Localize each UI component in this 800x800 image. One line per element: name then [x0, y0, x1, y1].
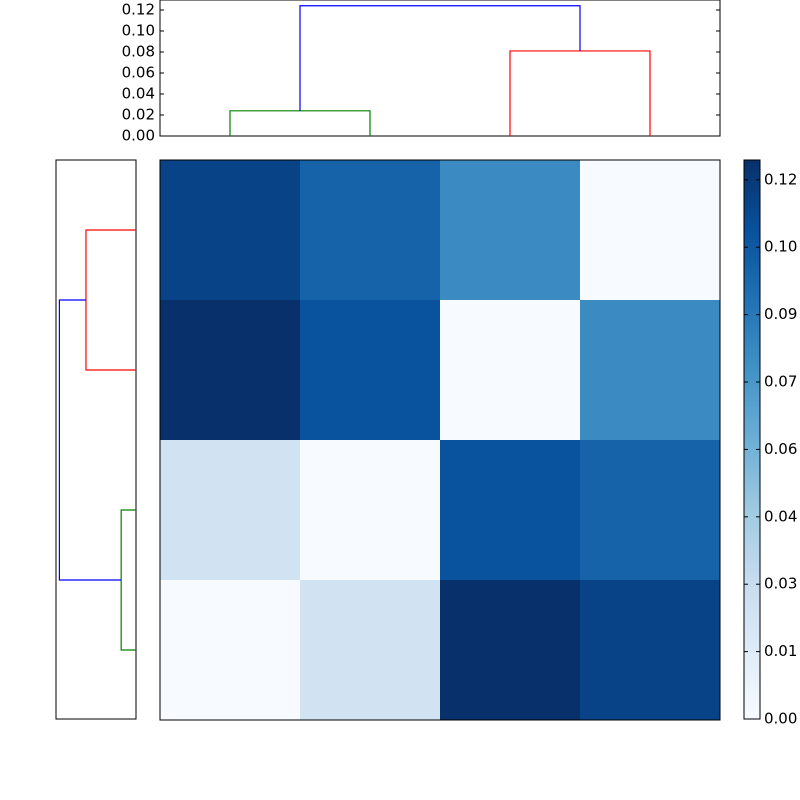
- heatmap-cell: [160, 440, 300, 580]
- heatmap-cell: [160, 300, 300, 440]
- y-tick-label: 0.06: [122, 63, 155, 81]
- dendrogram-link: [229, 110, 371, 136]
- y-tick-label: 0.12: [122, 0, 155, 18]
- colorbar: [744, 160, 760, 719]
- heatmap-cell: [160, 160, 300, 300]
- colorbar-frame: [743, 159, 761, 720]
- colorbar-tick-label: 0.03: [764, 575, 797, 593]
- heatmap-cell: [440, 160, 580, 300]
- heatmap-cell: [440, 440, 580, 580]
- heatmap-cell: [580, 300, 720, 440]
- heatmap-cell: [580, 440, 720, 580]
- heatmap-cell: [440, 300, 580, 440]
- colorbar-tick-label: 0.09: [764, 305, 797, 323]
- y-tick-label: 0.00: [122, 127, 155, 145]
- heatmap-cell: [580, 160, 720, 300]
- dendrogram-link: [85, 229, 136, 371]
- heatmap-axes: [159, 159, 721, 721]
- heatmap-cell: [580, 580, 720, 720]
- colorbar-tick-label: 0.12: [764, 170, 797, 188]
- y-tick-label: 0.10: [122, 21, 155, 39]
- dendrogram-link: [120, 509, 136, 651]
- heatmap-cell: [300, 580, 440, 720]
- dendrogram-link: [299, 5, 581, 111]
- left-dendrogram-axes: [55, 159, 137, 720]
- heatmap-cell: [300, 160, 440, 300]
- colorbar-tick-label: 0.06: [764, 440, 797, 458]
- heatmap-cell: [440, 580, 580, 720]
- colorbar-tick-label: 0.01: [764, 642, 797, 660]
- heatmap-cell: [300, 440, 440, 580]
- colorbar-tick-label: 0.04: [764, 507, 797, 525]
- dendrogram-link: [509, 50, 651, 136]
- heatmap-cell: [160, 580, 300, 720]
- y-tick-label: 0.08: [122, 42, 155, 60]
- y-tick-label: 0.04: [122, 84, 155, 102]
- y-tick-label: 0.02: [122, 105, 155, 123]
- colorbar-tick-label: 0.10: [764, 238, 797, 256]
- heatmap-cell: [300, 300, 440, 440]
- colorbar-tick-label: 0.07: [764, 373, 797, 391]
- colorbar-tick-label: 0.00: [764, 710, 797, 728]
- top-dendrogram-axes: [159, 0, 721, 137]
- dendrogram-link: [58, 299, 122, 581]
